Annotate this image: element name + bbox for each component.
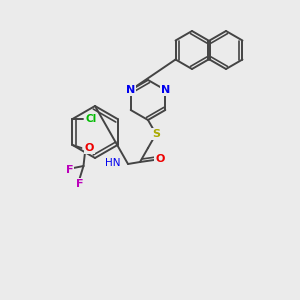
Text: O: O — [85, 143, 94, 153]
Text: HN: HN — [104, 158, 120, 168]
Text: F: F — [76, 179, 83, 189]
Text: S: S — [152, 129, 160, 139]
Text: Cl: Cl — [86, 114, 97, 124]
Text: F: F — [66, 165, 73, 175]
Text: O: O — [155, 154, 165, 164]
Text: N: N — [161, 85, 170, 95]
Text: N: N — [126, 85, 135, 95]
